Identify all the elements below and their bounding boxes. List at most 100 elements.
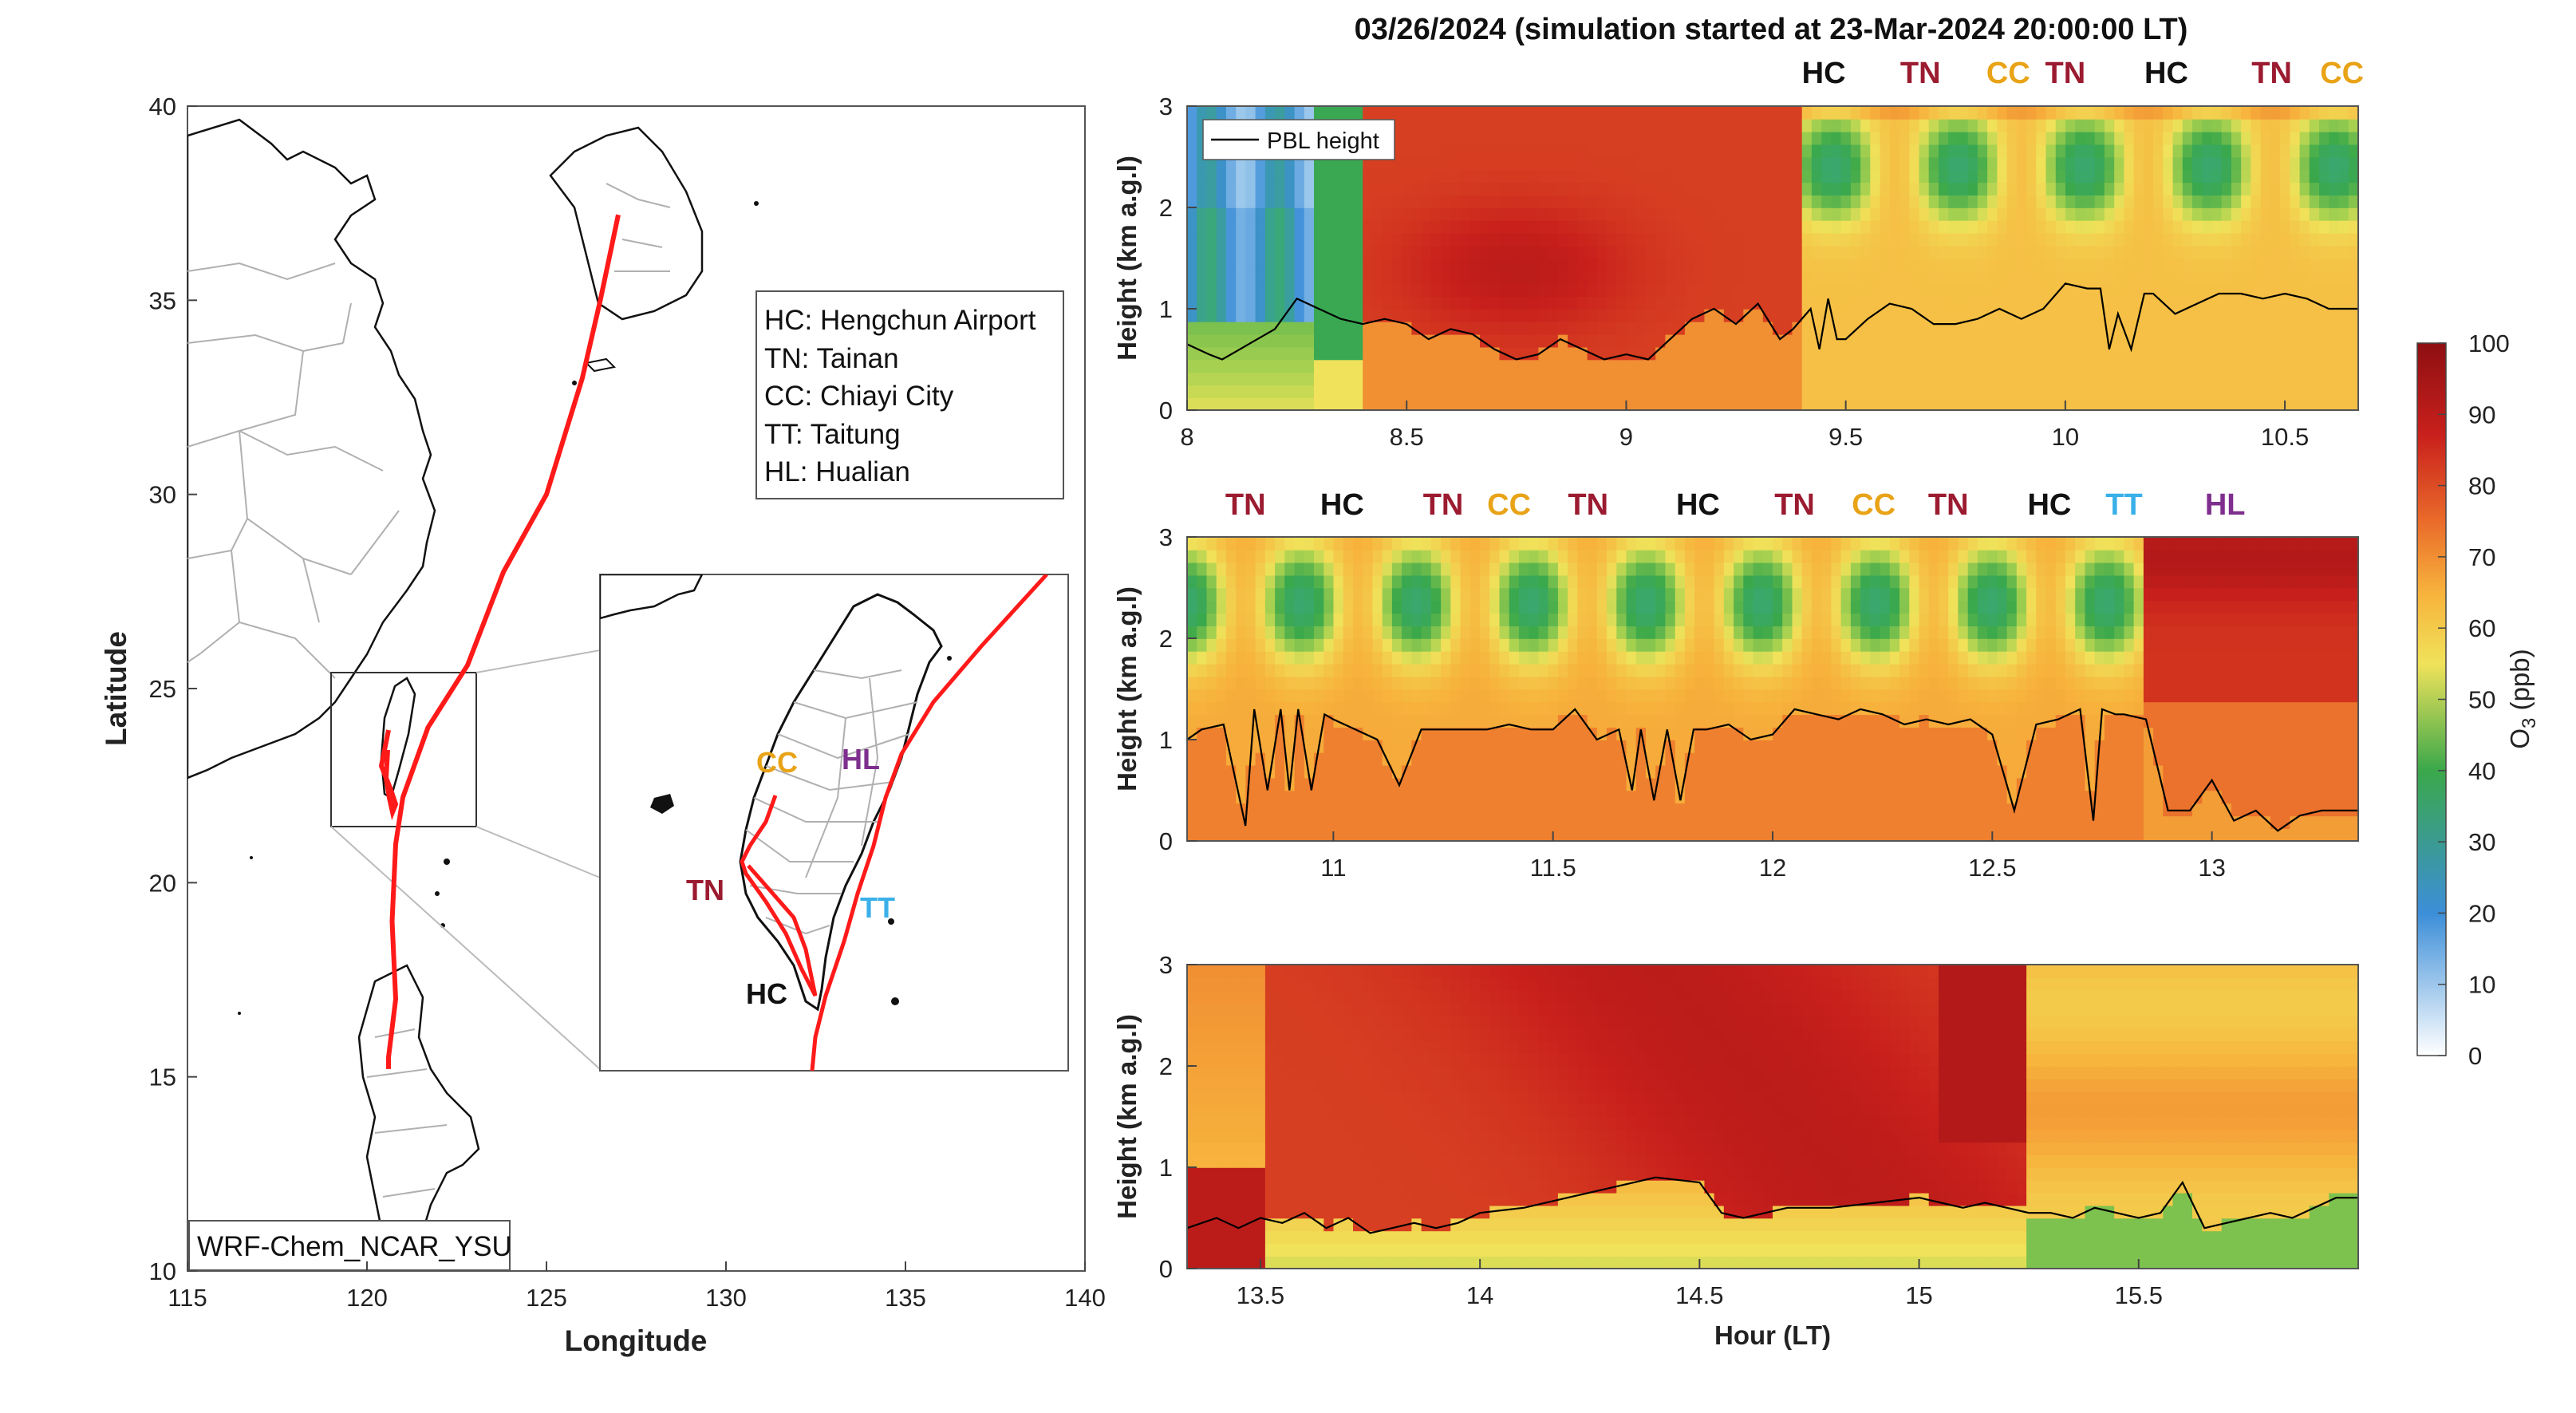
ozone-cell [1792, 309, 1803, 322]
ozone-cell [2260, 334, 2271, 348]
ozone-cell [1363, 296, 1374, 310]
ozone-cell [2114, 385, 2125, 398]
ozone-cell [1909, 359, 1920, 373]
ozone-cell [1529, 676, 1540, 690]
ozone-cell [2094, 195, 2105, 208]
ozone-cell [1577, 638, 1588, 652]
ozone-cell [1831, 740, 1842, 753]
ozone-cell [1596, 321, 1608, 335]
ozone-cell [1314, 219, 1324, 234]
ozone-cell [2124, 232, 2135, 247]
ozone-cell [1714, 182, 1725, 195]
ozone-cell [1840, 283, 1852, 297]
ozone-cell [1469, 613, 1481, 626]
ozone-cell [2182, 195, 2193, 208]
ozone-cell [2241, 182, 2252, 195]
ozone-cell [1616, 562, 1627, 576]
ozone-cell [1460, 309, 1471, 322]
ozone-cell [1958, 346, 1969, 361]
ozone-cell [1518, 118, 1529, 132]
ozone-cell [2319, 321, 2330, 335]
ozone-cell [1753, 283, 1764, 297]
ozone-cell [1939, 638, 1949, 652]
ozone-cell [1734, 549, 1745, 563]
ozone-cell [1616, 385, 1627, 398]
ozone-cell [1314, 574, 1324, 589]
ozone-cell [1616, 296, 1627, 310]
ozone-cell [2006, 346, 2018, 361]
ozone-cell [1909, 613, 1920, 626]
ozone-cell [1987, 790, 1998, 804]
ozone-cell [1314, 828, 1324, 841]
ozone-cell [2299, 270, 2310, 285]
ozone-cell [1811, 270, 1822, 285]
ozone-cell [1714, 385, 1725, 398]
ozone-cell [1792, 334, 1803, 348]
ozone-cell [2260, 270, 2271, 285]
ozone-cell [1596, 144, 1608, 158]
ozone-cell [1225, 397, 1237, 410]
ozone-cell [2309, 106, 2320, 120]
ozone-cell [1509, 549, 1520, 563]
ozone-cell [1919, 106, 1930, 120]
ozone-cell [1197, 752, 1208, 766]
ozone-cell [2026, 232, 2038, 247]
ozone-cell [1518, 613, 1529, 626]
ozone-cell [1801, 385, 1813, 398]
ozone-cell [1391, 613, 1402, 626]
ozone-cell [1206, 169, 1217, 184]
ozone-cell [1391, 296, 1402, 310]
ozone-cell [2309, 258, 2320, 272]
ozone-cell [1314, 270, 1324, 285]
ozone-cell [1762, 346, 1773, 361]
ozone-cell [2006, 131, 2018, 145]
ozone-cell [1626, 815, 1637, 829]
ozone-cell [1577, 118, 1588, 132]
ozone-cell [1909, 574, 1920, 589]
ozone-cell [1607, 169, 1617, 184]
ozone-cell [1255, 270, 1266, 285]
ozone-cell [1870, 207, 1881, 221]
ozone-cell [1889, 815, 1900, 829]
ozone-cell [1480, 574, 1490, 589]
ozone-cell [2348, 334, 2358, 348]
ozone-cell [1284, 321, 1296, 335]
ozone-cell [1304, 701, 1315, 716]
ozone-cell [1840, 815, 1852, 829]
ozone-cell [1821, 663, 1832, 677]
ozone-cell [1568, 346, 1579, 361]
ozone-cell [1363, 385, 1374, 398]
ozone-cell [1714, 156, 1725, 171]
map-ytick-label: 20 [149, 869, 176, 897]
ozone-cell [2055, 106, 2066, 120]
ozone-cell [1831, 283, 1842, 297]
ozone-cell [2104, 359, 2115, 373]
ozone-cell [1811, 638, 1822, 652]
ozone-cell [1264, 207, 1276, 221]
ozone-cell [1548, 195, 1559, 208]
ozone-cell [1967, 245, 1978, 259]
ozone-cell [1909, 626, 1920, 639]
ozone-cell [2143, 270, 2154, 285]
ozone-cell [1275, 397, 1286, 410]
ozone-cell [1450, 156, 1462, 171]
ozone-cell [1333, 663, 1344, 677]
ozone-cell [1421, 537, 1432, 551]
ozone-cell [1792, 385, 1803, 398]
ozone-cell [1939, 372, 1949, 386]
ozone-cell [1509, 258, 1520, 272]
ozone-cell [2055, 397, 2066, 410]
ozone-cell [1753, 689, 1764, 703]
ozone-cell [1314, 587, 1324, 602]
ozone-cell [1694, 574, 1706, 589]
ozone-cell [1489, 334, 1501, 348]
ozone-cell [2094, 258, 2105, 272]
ozone-cell [1333, 537, 1344, 551]
ozone-cell [1909, 727, 1920, 740]
ozone-cell [1899, 777, 1910, 791]
ozone-cell [1441, 777, 1452, 791]
ozone-cell [2309, 207, 2320, 221]
ozone-cell [2319, 245, 2330, 259]
ozone-cell [1665, 346, 1676, 361]
ozone-cell [1402, 740, 1413, 753]
